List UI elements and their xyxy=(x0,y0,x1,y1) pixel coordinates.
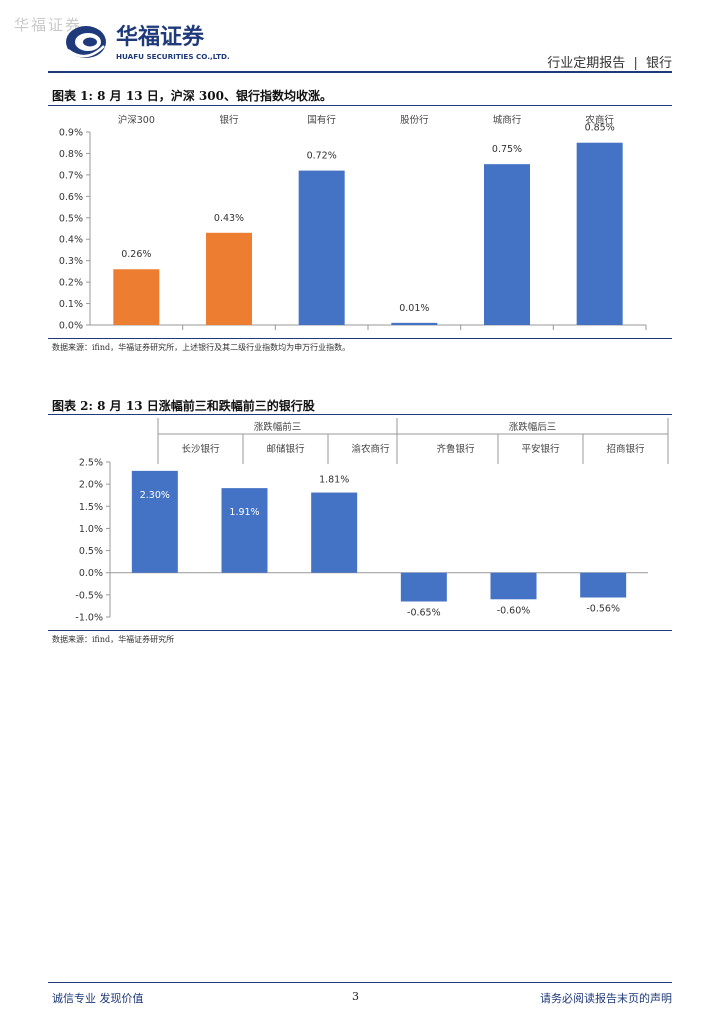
figure1-top-rule xyxy=(48,105,672,106)
data-label: -0.56% xyxy=(586,604,620,615)
data-label: -0.60% xyxy=(497,605,531,616)
data-label: 0.72% xyxy=(307,151,337,162)
y-tick-label: 0.5% xyxy=(79,546,103,557)
figure2-top-rule xyxy=(48,414,672,415)
figure2-bottom-rule xyxy=(48,630,672,631)
data-label: 1.81% xyxy=(319,475,349,486)
bar xyxy=(400,572,447,602)
data-label: 0.43% xyxy=(214,213,244,224)
y-tick-label: 0.2% xyxy=(59,278,83,289)
watermark-text: 华福证券 xyxy=(14,16,83,34)
bar xyxy=(484,164,530,325)
data-label: 0.26% xyxy=(121,249,151,260)
figure2-title: 图表 2: 8 月 13 日涨幅前三和跌幅前三的银行股 xyxy=(52,399,315,413)
y-tick-label: 0.9% xyxy=(59,128,83,139)
footer-slogan: 诚信专业 发现价值 xyxy=(52,992,144,1005)
footer-rule xyxy=(48,982,672,983)
bar xyxy=(131,470,178,573)
figure1-bottom-rule xyxy=(48,338,672,339)
category-label: 股份行 xyxy=(400,114,429,126)
y-tick-label: 0.3% xyxy=(59,256,83,267)
category-label: 平安银行 xyxy=(521,443,560,455)
y-tick-label: 0.7% xyxy=(59,170,83,181)
data-label: 0.75% xyxy=(492,144,522,155)
data-label: 0.85% xyxy=(585,123,615,134)
y-tick-label: 0.6% xyxy=(59,192,83,203)
bar xyxy=(311,492,358,573)
y-tick-label: -0.5% xyxy=(75,590,103,601)
category-label: 沪深300 xyxy=(118,114,155,126)
bar xyxy=(221,488,268,573)
figure1-title: 图表 1: 8 月 13 日，沪深 300、银行指数均收涨。 xyxy=(52,89,332,103)
category-label: 齐鲁银行 xyxy=(436,443,475,455)
figure1-source: 数据来源：ifind，华福证券研究所，上述银行及其二级行业指数均为申万行业指数。 xyxy=(52,343,351,352)
group-label: 涨跌幅后三 xyxy=(509,421,557,433)
page-number: 3 xyxy=(352,990,359,1003)
huafu-logo: 华福证券 HUAFU SECURITIES CO.,LTD. xyxy=(66,24,230,61)
bar xyxy=(490,572,537,600)
y-tick-label: -1.0% xyxy=(75,613,103,624)
y-tick-label: 2.0% xyxy=(79,480,103,491)
group-label: 涨跌幅前三 xyxy=(254,421,302,433)
category-label: 国有行 xyxy=(307,114,336,126)
data-label: 2.30% xyxy=(140,490,170,501)
header-separator: | xyxy=(633,56,638,71)
y-tick-label: 0.5% xyxy=(59,213,83,224)
footer-disclaimer: 请务必阅读报告末页的声明 xyxy=(540,992,672,1005)
category-label: 渝农商行 xyxy=(351,443,390,455)
category-label: 长沙银行 xyxy=(181,443,220,455)
brand-en: HUAFU SECURITIES CO.,LTD. xyxy=(116,52,230,61)
header-rule xyxy=(48,71,672,73)
data-label: 0.01% xyxy=(399,303,429,314)
category-label: 招商银行 xyxy=(606,443,645,455)
category-label: 城商行 xyxy=(493,114,522,126)
sector-label: 银行 xyxy=(645,56,672,71)
category-label: 农商行 xyxy=(585,114,614,126)
y-tick-label: 1.0% xyxy=(79,524,103,535)
y-tick-label: 2.5% xyxy=(79,458,103,469)
y-tick-label: 0.0% xyxy=(59,321,83,332)
category-label: 银行 xyxy=(219,114,239,126)
bar xyxy=(206,232,252,325)
y-tick-label: 0.1% xyxy=(59,299,83,310)
figure2-chart: 涨跌幅前三 涨跌幅后三 -1.0% -0.5% 0.0% 0.5% 1.0% 1.5% 2.0%… xyxy=(75,418,669,624)
y-tick-label: 1.5% xyxy=(79,502,103,513)
category-label: 邮储银行 xyxy=(266,443,305,455)
figure1-chart: 0.0% 0.1% 0.2% 0.3% 0.4% 0.5% 0.6% 0.7% 0.8% 0.9%… xyxy=(59,114,647,332)
bar xyxy=(580,572,627,598)
y-tick-label: 0.4% xyxy=(59,235,83,246)
data-label: 1.91% xyxy=(229,507,259,518)
brand-cn: 华福证券 xyxy=(116,24,205,50)
y-tick-label: 0.0% xyxy=(79,568,103,579)
logo-emblem-icon xyxy=(66,26,106,58)
data-label: -0.65% xyxy=(407,608,441,619)
bar xyxy=(576,142,623,325)
bar xyxy=(298,170,345,325)
figure2-source: 数据来源：ifind，华福证券研究所 xyxy=(52,635,175,644)
bar xyxy=(391,322,438,325)
y-tick-label: 0.8% xyxy=(59,149,83,160)
report-type: 行业定期报告 xyxy=(547,56,626,71)
bar xyxy=(113,269,160,325)
header-right: 行业定期报告 | 银行 xyxy=(547,52,672,71)
